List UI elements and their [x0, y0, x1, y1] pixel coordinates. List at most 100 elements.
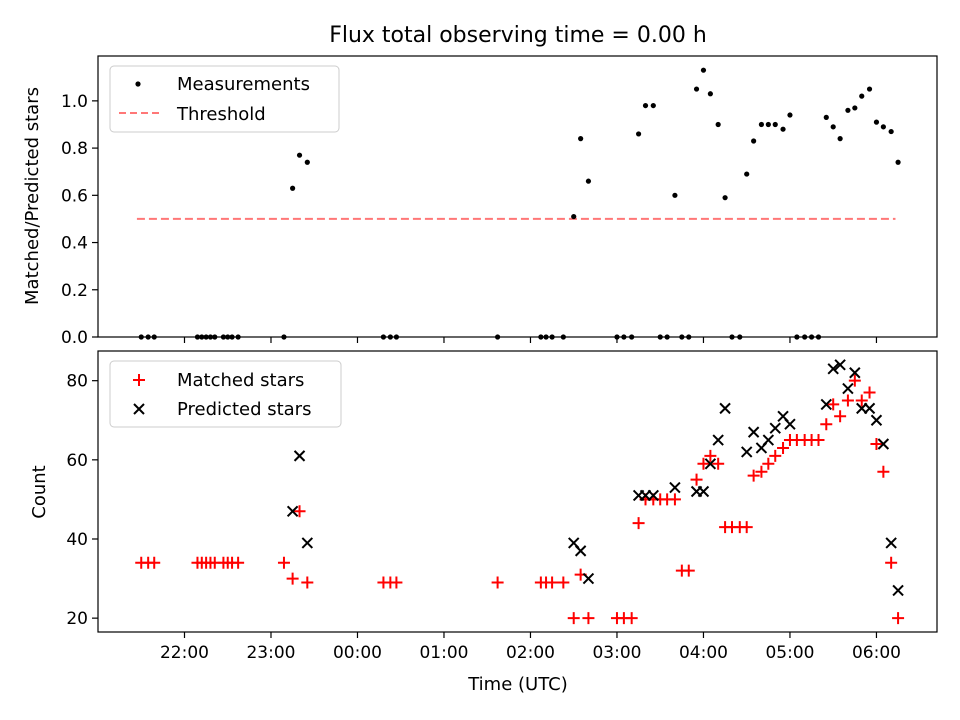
matched-star-point [820, 418, 833, 431]
matched-star-point [390, 576, 403, 589]
measurement-point [873, 119, 880, 125]
predicted-star-point [762, 434, 775, 446]
matched-star-point [682, 564, 695, 577]
measurement-point [700, 67, 707, 73]
predicted-star-point [834, 359, 846, 371]
y-tick-label: 0.2 [61, 281, 88, 301]
predicted-star-point [293, 450, 306, 462]
predicted-star-point [747, 426, 760, 438]
y-tick-label: 0.4 [61, 234, 88, 254]
measurement-point [585, 178, 592, 184]
top-y-axis-label: Matched/Predicted stars [22, 87, 43, 305]
predicted-star-point [697, 485, 710, 498]
matched-star-point [712, 457, 725, 470]
y-tick-label: 80 [66, 372, 88, 392]
predicted-star-point [820, 398, 832, 411]
matched-star-point [690, 473, 703, 486]
predicted-star-point [712, 434, 724, 446]
measurement-point [895, 159, 901, 165]
top-axes-frame [97, 55, 938, 338]
legend-measurements-label: Measurements [177, 74, 310, 95]
matched-star-point [812, 434, 825, 447]
measurement-point [772, 121, 778, 128]
y-tick-label: 1.0 [61, 92, 88, 112]
matched-star-point [755, 465, 768, 478]
predicted-star-point [842, 382, 854, 395]
predicted-star-point [286, 505, 299, 517]
matched-star-point [863, 386, 876, 399]
measurement-point [290, 185, 296, 191]
measurement-point [707, 91, 713, 97]
matched-star-point [557, 576, 570, 589]
predicted-star-point [827, 363, 839, 375]
predicted-star-point [719, 402, 731, 415]
matched-star-point [567, 612, 580, 625]
bottom-legend-box [109, 360, 342, 428]
predicted-star-point [849, 367, 861, 379]
top-panel: 0.0 0.2 0.4 0.6 0.8 1.0 Matched/Predicted sta… [22, 55, 938, 348]
predicted-star-point [784, 418, 796, 430]
predicted-star-point [582, 572, 595, 585]
matched-star-point [762, 457, 775, 470]
matched-star-point [697, 457, 710, 470]
matched-star-point [877, 465, 890, 478]
matched-star-point [148, 556, 161, 569]
measurement-point [780, 126, 786, 132]
measurement-point [823, 114, 829, 120]
measurement-point [650, 102, 656, 109]
top-plot-marks [136, 67, 901, 340]
x-tick-label: 03:00 [592, 643, 641, 663]
measurement-point [765, 121, 771, 128]
measurement-point [787, 112, 793, 118]
measurement-point [744, 171, 750, 177]
measurement-point [722, 195, 728, 201]
matched-star-point [491, 576, 504, 589]
y-tick-label: 0.0 [61, 328, 88, 348]
matched-star-point [841, 394, 854, 407]
bottom-plot-marks [135, 359, 905, 625]
measurement-point [304, 159, 310, 165]
matched-star-point [848, 374, 861, 387]
measurement-point [571, 213, 577, 220]
legend-measurements-marker [135, 81, 141, 87]
measurement-point [635, 131, 642, 137]
matched-star-point [704, 449, 717, 462]
x-tick-label: 02:00 [506, 643, 555, 663]
chart-title: Flux total observing time = 0.00 h [329, 23, 707, 48]
matched-star-point [834, 410, 847, 423]
legend-predicted-label: Predicted stars [177, 399, 311, 420]
x-tick-label: 00:00 [333, 643, 382, 663]
legend-matched-label: Matched stars [177, 370, 304, 391]
measurement-point [715, 121, 721, 128]
measurement-point [880, 124, 886, 130]
bottom-y-axis-label: Count [29, 465, 50, 518]
measurement-point [672, 192, 678, 198]
predicted-star-point [669, 481, 681, 494]
measurement-point [578, 136, 584, 142]
legend-threshold-label: Threshold [176, 104, 266, 125]
measurement-point [859, 93, 865, 99]
predicted-star-point [877, 438, 890, 450]
measurement-point [866, 86, 873, 92]
measurement-point [888, 128, 894, 135]
matched-star-point [668, 493, 681, 506]
matched-star-point [232, 556, 245, 569]
legend-matched-marker [133, 374, 145, 386]
measurement-point [296, 152, 303, 158]
measurement-point [642, 102, 649, 109]
matched-star-point [582, 612, 595, 625]
matched-star-point [855, 394, 868, 407]
predicted-star-point [885, 537, 897, 549]
y-tick-label: 20 [66, 609, 88, 629]
measurement-point [693, 86, 700, 92]
matched-star-point [777, 441, 790, 454]
predicted-star-point [863, 402, 876, 415]
matched-star-point [769, 449, 782, 462]
predicted-star-point [574, 545, 587, 557]
y-tick-label: 60 [66, 451, 88, 471]
legend-predicted-marker [133, 403, 145, 415]
bottom-legend: Matched stars Predicted stars [109, 360, 342, 428]
measurement-point [830, 124, 836, 130]
matched-star-point [885, 556, 898, 569]
